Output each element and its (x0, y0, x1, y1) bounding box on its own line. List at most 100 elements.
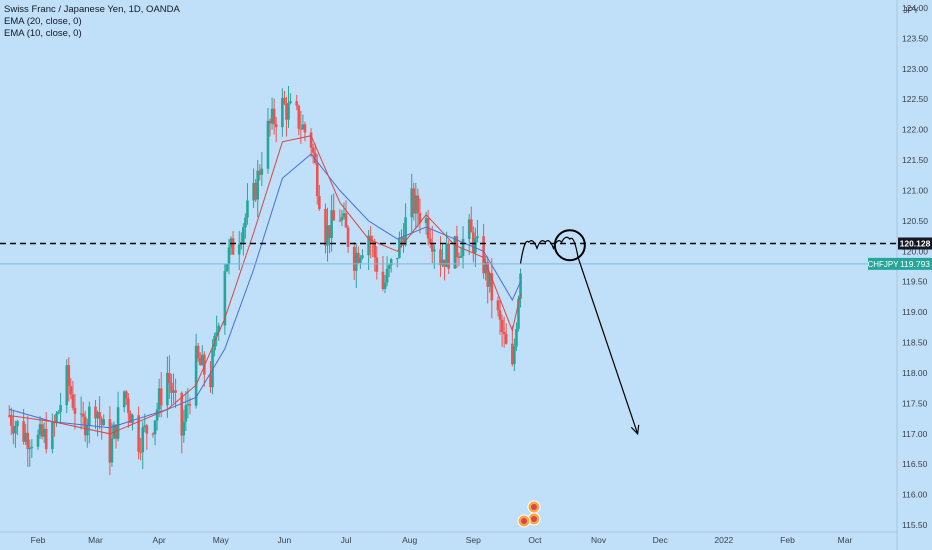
candle (328, 225, 331, 254)
candle-body (354, 252, 358, 271)
symbol-tag (868, 257, 898, 270)
candle-body (502, 331, 506, 335)
candle (389, 257, 393, 273)
legend-ema20: EMA (20, close, 0) (4, 16, 82, 27)
candle (490, 258, 494, 319)
candle-body (231, 238, 235, 255)
candle (26, 415, 30, 467)
candle-body (410, 188, 414, 218)
candle-body (153, 420, 157, 435)
time-tick-label: Feb (780, 535, 795, 545)
candle (500, 314, 504, 347)
candle (42, 422, 46, 444)
candle (400, 229, 403, 248)
candle (36, 429, 40, 450)
candle (311, 143, 315, 164)
chart-legend: Swiss Franc / Japanese Yen, 1D, OANDA EM… (4, 4, 180, 40)
candle-body (129, 413, 132, 424)
candle (410, 173, 414, 235)
candle-body (381, 271, 385, 289)
candle-body (488, 273, 492, 287)
candle-body (36, 434, 40, 447)
candle (116, 391, 120, 442)
candle (65, 359, 69, 414)
time-axis[interactable]: Feb Mar Apr May Jun Jul Aug Sep Oct Nov Dec 2022 Feb… (31, 535, 853, 545)
candle (203, 351, 206, 387)
candle (141, 421, 145, 470)
price-tick-label: 120.00 (902, 246, 928, 256)
candle (166, 356, 169, 418)
candle-body (180, 392, 184, 436)
candle (361, 249, 364, 260)
candle-body (73, 407, 77, 414)
candle-body (170, 382, 173, 393)
price-tick-label: 116.00 (902, 490, 928, 500)
candle-body (301, 124, 305, 130)
candle-body (258, 170, 262, 175)
user-drawings[interactable] (0, 229, 897, 436)
event-icons[interactable] (517, 500, 541, 528)
candle (242, 223, 245, 256)
candle-body (65, 365, 69, 406)
candle-body (303, 124, 307, 133)
candle (252, 168, 255, 208)
candle (416, 188, 420, 228)
candle (297, 104, 301, 136)
candle (332, 193, 335, 221)
candle (85, 418, 89, 448)
candle (94, 399, 97, 430)
candle (157, 378, 161, 418)
candle-body (402, 237, 405, 246)
candle (430, 225, 434, 263)
candle-body (424, 218, 428, 224)
candle-body (256, 170, 260, 200)
candle-body (188, 404, 192, 406)
time-tick-label: Jul (341, 535, 352, 545)
candle (182, 409, 186, 443)
candle (209, 361, 212, 393)
candle-body (496, 300, 500, 311)
candle-body (352, 246, 356, 271)
candle-body (44, 428, 48, 450)
candle-body (139, 451, 142, 453)
candle (313, 143, 317, 165)
price-tick-label: 118.00 (902, 368, 928, 378)
candle (488, 273, 492, 293)
time-tick-label: Jun (278, 535, 292, 545)
price-tick-label: 121.00 (902, 185, 928, 195)
candle (153, 420, 157, 446)
price-axis[interactable]: 124.00 123.50 123.00 122.50 122.00 121.50 121.… (902, 3, 928, 530)
candle (28, 439, 32, 467)
candle-body (418, 213, 422, 224)
candle-body (476, 236, 479, 239)
candle (484, 256, 487, 281)
candle (59, 392, 62, 424)
candle (272, 98, 276, 135)
candle (155, 402, 159, 431)
candle (137, 406, 140, 460)
candle-body (342, 213, 346, 217)
candle-body (309, 132, 313, 148)
candle (184, 391, 188, 431)
candle-body (198, 358, 202, 366)
candle-body (484, 262, 487, 274)
candle-body (200, 354, 204, 366)
candle-body (340, 216, 344, 221)
candle (295, 94, 299, 111)
candle (476, 219, 479, 243)
candle-body (28, 447, 32, 450)
candle-body (373, 243, 377, 258)
price-tick-label: 119.50 (902, 277, 928, 287)
candle (227, 239, 231, 275)
candle-body (168, 372, 171, 383)
candle-body (285, 103, 288, 120)
current-price-tag (898, 257, 932, 270)
candle (258, 164, 262, 181)
candle (14, 420, 17, 448)
price-tick-label: 124.00 (902, 3, 928, 13)
candle (342, 202, 346, 220)
time-tick-label: Mar (838, 535, 853, 545)
price-tick-label: 117.00 (902, 429, 928, 439)
candle-body (116, 407, 120, 439)
